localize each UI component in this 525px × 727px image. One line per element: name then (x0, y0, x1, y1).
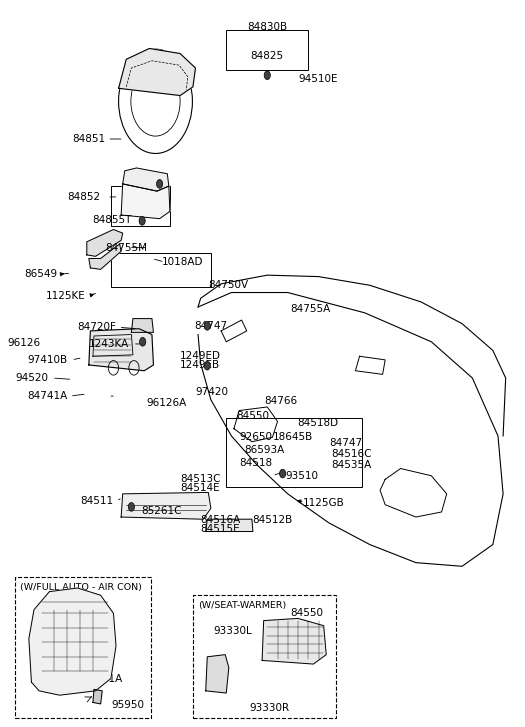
Text: 94520: 94520 (15, 373, 48, 383)
Text: 84535A: 84535A (331, 460, 372, 470)
Text: 97420: 97420 (195, 387, 228, 398)
Circle shape (140, 337, 146, 346)
Text: 86593A: 86593A (244, 446, 285, 455)
Text: 84720F: 84720F (77, 322, 116, 332)
Text: 1125KE: 1125KE (46, 291, 85, 301)
Text: (W/FULL AUTO - AIR CON): (W/FULL AUTO - AIR CON) (20, 583, 142, 592)
Text: 84747: 84747 (329, 438, 362, 448)
Text: 86549: 86549 (24, 270, 57, 279)
Polygon shape (123, 168, 169, 191)
Polygon shape (206, 654, 229, 693)
Polygon shape (206, 519, 253, 531)
Text: 84750V: 84750V (208, 281, 248, 290)
Text: 1249EB: 1249EB (180, 360, 220, 370)
Circle shape (204, 361, 211, 370)
Text: 93330L: 93330L (214, 627, 252, 636)
Circle shape (156, 180, 163, 188)
Text: 1018AD: 1018AD (162, 257, 204, 267)
Text: 84516C: 84516C (331, 449, 372, 459)
Circle shape (128, 502, 134, 511)
Text: 93510: 93510 (285, 471, 318, 481)
Text: 84766: 84766 (265, 396, 298, 406)
Text: 92650: 92650 (239, 433, 272, 442)
Text: 84830B: 84830B (247, 22, 287, 32)
Text: 1243KA: 1243KA (89, 339, 129, 349)
Text: 84755A: 84755A (290, 304, 331, 314)
Polygon shape (89, 329, 153, 371)
Polygon shape (119, 49, 195, 95)
Text: 95950: 95950 (111, 700, 144, 710)
Text: 84514E: 84514E (180, 483, 220, 493)
Text: 96126A: 96126A (147, 398, 187, 409)
Text: 1249ED: 1249ED (180, 351, 221, 361)
Text: 84518D: 84518D (297, 418, 338, 428)
Text: 84512B: 84512B (252, 515, 292, 525)
Circle shape (280, 469, 286, 478)
Polygon shape (87, 230, 123, 257)
Polygon shape (121, 492, 211, 519)
Text: 84755M: 84755M (105, 243, 147, 252)
Circle shape (139, 217, 145, 225)
Text: 93330R: 93330R (249, 702, 289, 712)
Circle shape (264, 71, 270, 79)
Text: 84550: 84550 (236, 411, 269, 421)
Text: 84851: 84851 (72, 134, 106, 144)
Text: 1125GB: 1125GB (303, 497, 345, 507)
Text: 96126: 96126 (7, 338, 40, 348)
Text: 84855T: 84855T (92, 215, 131, 225)
Text: 84825: 84825 (251, 51, 284, 61)
Polygon shape (89, 244, 121, 269)
Text: 84515E: 84515E (201, 523, 240, 534)
Polygon shape (121, 184, 170, 219)
Text: 85261C: 85261C (142, 505, 182, 515)
Text: 18645B: 18645B (272, 433, 313, 442)
Polygon shape (131, 318, 153, 332)
Text: 94510E: 94510E (298, 74, 338, 84)
Text: 84741A: 84741A (27, 391, 67, 401)
Text: 84550: 84550 (290, 608, 323, 619)
Polygon shape (262, 619, 326, 664)
Text: 97410B: 97410B (27, 355, 67, 365)
Text: 84511: 84511 (80, 496, 113, 506)
Text: 84747: 84747 (194, 321, 227, 331)
Text: 84741A: 84741A (83, 673, 123, 683)
Text: 84852: 84852 (68, 192, 101, 202)
Text: 84516A: 84516A (201, 515, 241, 525)
Text: (W/SEAT-WARMER): (W/SEAT-WARMER) (198, 601, 286, 610)
Circle shape (204, 321, 211, 330)
Polygon shape (93, 689, 102, 704)
Text: 84513C: 84513C (180, 475, 220, 484)
Polygon shape (29, 588, 116, 695)
Text: 84518: 84518 (239, 459, 272, 468)
